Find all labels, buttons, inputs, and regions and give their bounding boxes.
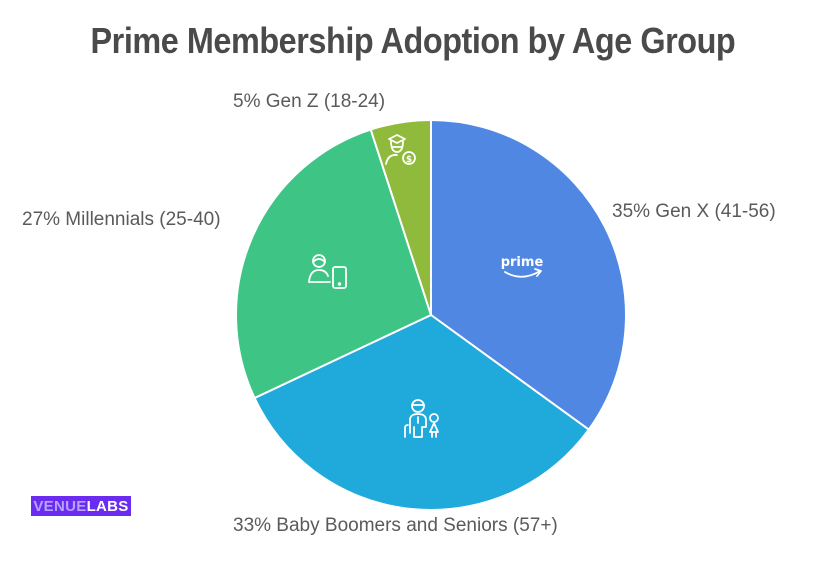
pie-slice-gen <box>430 118 627 432</box>
slice-label-millennials: 27% Millennials (25-40) <box>22 209 221 230</box>
svg-text:$: $ <box>406 155 412 165</box>
person-phone-icon <box>308 254 347 289</box>
graduate-money-icon: $ <box>385 134 416 165</box>
slice-label-boomers: 33% Baby Boomers and Seniors (57+) <box>233 515 558 536</box>
chart-title: Prime Membership Adoption by Age Group <box>90 20 736 61</box>
family-senior-icon <box>404 399 439 438</box>
prime-logo-icon: prime <box>501 255 544 278</box>
svg-text:prime: prime <box>501 255 544 270</box>
venuelabs-logo: VENUE LABS <box>31 496 131 516</box>
slice-label-gen-x: 35% Gen X (41-56) <box>612 201 776 222</box>
pie-slice-baby <box>253 313 591 511</box>
slice-label-gen-z: 5% Gen Z (18-24) <box>233 91 386 112</box>
brand-part1: VENUE <box>33 497 87 515</box>
pie-slice-millennials <box>235 128 433 400</box>
pie-slice-gen <box>369 118 432 316</box>
brand-part2: LABS <box>86 497 129 515</box>
